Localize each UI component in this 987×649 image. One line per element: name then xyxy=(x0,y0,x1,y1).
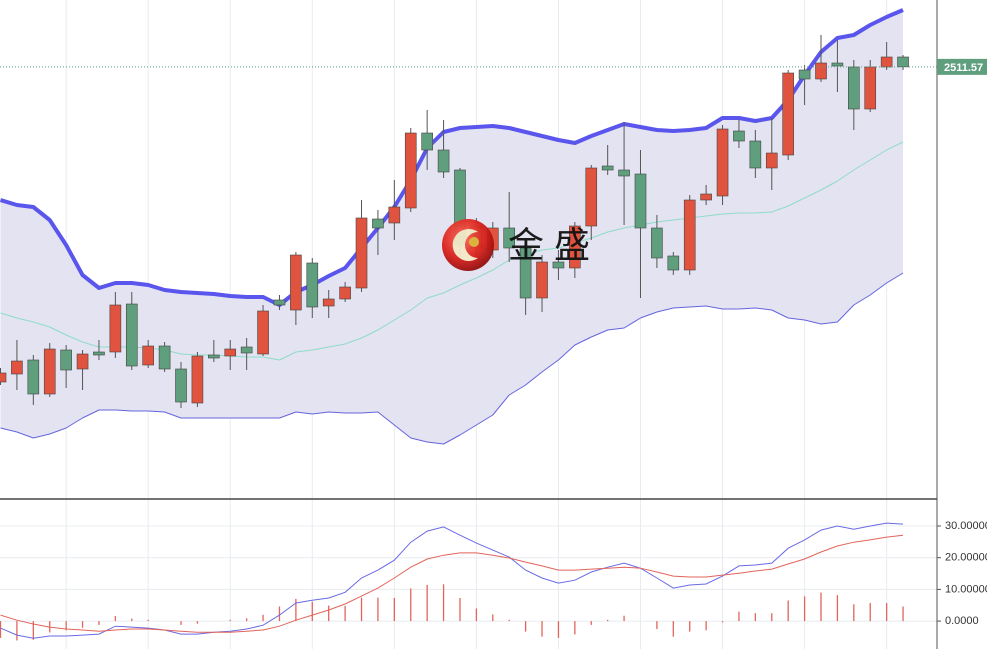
logo-dot xyxy=(469,237,479,247)
y-tick-label: 20.00000 xyxy=(945,552,987,564)
candle-body xyxy=(76,353,89,370)
candle-body xyxy=(733,130,745,142)
candle-body xyxy=(142,345,154,366)
candle-body xyxy=(125,303,138,367)
band-line xyxy=(0,272,904,445)
candle-body xyxy=(306,262,319,308)
watermark-text: 金 盛 xyxy=(508,225,590,266)
candle-body xyxy=(700,193,712,201)
candle-body xyxy=(11,360,23,375)
candle-body xyxy=(765,152,778,169)
candle-body xyxy=(503,227,516,249)
candle-body xyxy=(27,359,40,395)
candle-body xyxy=(634,173,647,229)
macd-line xyxy=(0,522,904,639)
candle-body xyxy=(290,254,302,311)
candle-body xyxy=(848,66,860,110)
candle-body xyxy=(552,261,565,269)
candle-body xyxy=(519,247,532,299)
candle-body xyxy=(0,372,7,383)
candle-body xyxy=(585,167,598,227)
candle-body xyxy=(388,206,401,224)
price-marker-box xyxy=(937,58,987,75)
candle-body xyxy=(749,140,762,169)
candle-body xyxy=(864,66,877,110)
candle-body xyxy=(240,346,253,354)
candle-body xyxy=(208,354,220,359)
candle-body xyxy=(815,62,827,80)
candle-body xyxy=(651,227,663,259)
candle-body xyxy=(831,62,844,67)
candle-body xyxy=(175,368,187,403)
candle-body xyxy=(224,348,237,357)
candle-body xyxy=(569,225,581,269)
candle-body xyxy=(355,217,368,289)
candle-body xyxy=(601,165,614,171)
candle-body xyxy=(372,218,384,229)
candle-body xyxy=(683,199,696,271)
candle-body xyxy=(404,132,417,209)
candle-body xyxy=(191,355,204,404)
candle-body xyxy=(60,349,72,371)
watermark-logo: 金 盛 xyxy=(442,219,590,271)
candle-body xyxy=(43,348,56,395)
macd-line xyxy=(0,534,904,633)
y-tick-label: 0.0000 xyxy=(945,615,979,627)
band-line xyxy=(0,8,904,307)
logo-crescent xyxy=(452,228,478,262)
candle-body xyxy=(93,351,105,356)
price-marker-label: 2511.57 xyxy=(944,62,983,74)
candle-body xyxy=(798,69,811,80)
candle-body xyxy=(897,56,909,68)
candle-body xyxy=(339,286,351,300)
candle-body xyxy=(667,255,680,271)
y-tick-label: 10.00000 xyxy=(945,583,987,595)
candle-body xyxy=(437,149,450,173)
candle-body xyxy=(158,345,171,370)
candle-body xyxy=(536,261,548,299)
candle-body xyxy=(618,169,630,177)
candle-body xyxy=(880,56,893,68)
candle-body xyxy=(782,72,794,156)
logo-circle xyxy=(442,219,494,271)
candle-body xyxy=(421,132,433,151)
grid xyxy=(0,0,937,649)
candle-body xyxy=(273,299,286,306)
candle-body xyxy=(257,310,269,355)
y-tick-label: 30.00000 xyxy=(945,520,987,532)
candle-body xyxy=(322,298,335,307)
candle-body xyxy=(109,304,122,353)
candle-body xyxy=(716,128,729,197)
